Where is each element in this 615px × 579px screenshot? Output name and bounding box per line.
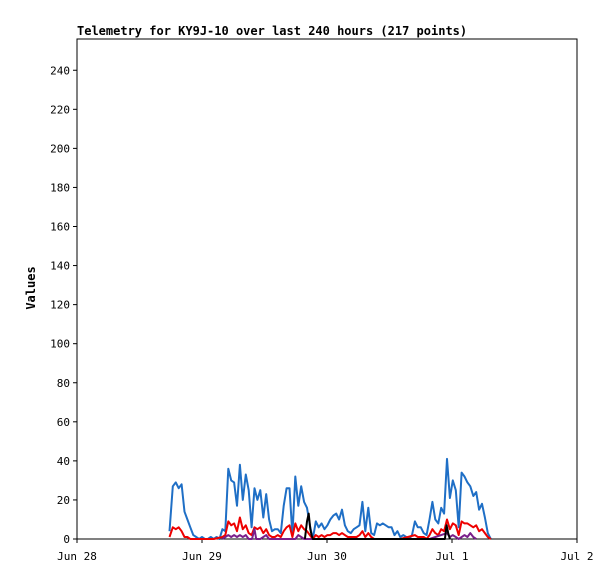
x-tick-label: Jun 30	[307, 550, 347, 563]
x-tick-label: Jun 29	[182, 550, 222, 563]
y-tick-label: 240	[50, 64, 70, 77]
y-tick-label: 100	[50, 338, 70, 351]
series-line-1	[168, 457, 492, 540]
chart-title: Telemetry for KY9J-10 over last 240 hour…	[77, 24, 467, 38]
y-axis-label: Values	[24, 266, 38, 309]
x-tick-label: Jul 2	[560, 550, 593, 563]
y-tick-label: 180	[50, 181, 70, 194]
x-axis: Jun 28 Jun 29 Jun 30 Jul 1 Jul 2	[57, 539, 594, 563]
series-line-3	[221, 528, 477, 540]
series-line-2	[168, 516, 492, 540]
x-tick-label: Jun 28	[57, 550, 97, 563]
y-tick-label: 120	[50, 299, 70, 312]
y-tick-label: 80	[57, 377, 70, 390]
plot-frame	[76, 38, 578, 540]
y-tick-label: 20	[57, 494, 70, 507]
series-line-4	[303, 512, 451, 540]
y-tick-label: 0	[63, 533, 70, 546]
series-layer	[168, 457, 492, 540]
y-tick-label: 140	[50, 260, 70, 273]
y-tick-label: 160	[50, 221, 70, 234]
y-tick-label: 60	[57, 416, 70, 429]
y-tick-label: 220	[50, 103, 70, 116]
y-axis: 0 20 40 60 80 100 120 140 160 180 200 220 240	[50, 64, 77, 546]
x-tick-label: Jul 1	[435, 550, 468, 563]
y-tick-label: 40	[57, 455, 70, 468]
y-tick-label: 200	[50, 142, 70, 155]
